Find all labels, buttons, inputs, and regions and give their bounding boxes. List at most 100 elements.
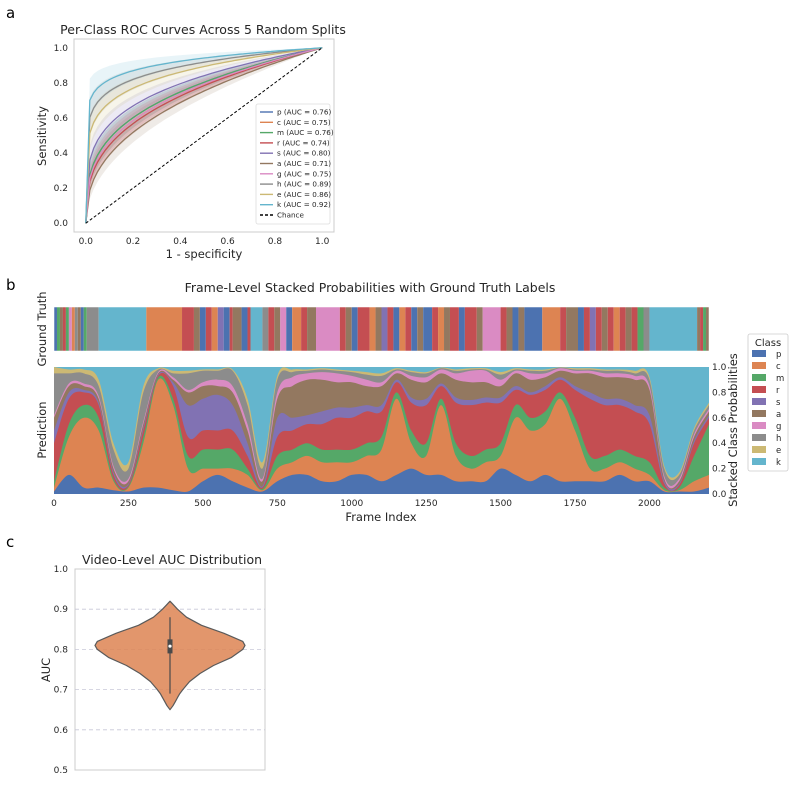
ground-truth-segment	[211, 307, 218, 351]
roc-xtick-label: 0.8	[268, 237, 283, 247]
ground-truth-segment	[262, 307, 269, 351]
stacked-xtick-label: 0	[51, 499, 57, 509]
class-legend-swatch	[752, 362, 766, 369]
ground-truth-segment	[71, 307, 75, 351]
ground-truth-segment	[417, 307, 424, 351]
stacked-title: Frame-Level Stacked Probabilities with G…	[185, 280, 556, 295]
roc-legend-label: c (AUC = 0.75)	[277, 118, 331, 127]
panel-letter-a: a	[6, 4, 15, 22]
roc-line-k	[85, 47, 323, 224]
roc-legend-label: k (AUC = 0.92)	[277, 200, 331, 209]
roc-y-ticks: 0.0 0.2 0.4 0.6 0.8 1.0	[54, 44, 69, 229]
roc-ytick-label: 0.0	[54, 219, 69, 229]
ground-truth-segment	[482, 307, 501, 351]
panel-letter-b: b	[6, 276, 16, 294]
roc-legend-label: p (AUC = 0.76)	[277, 108, 331, 117]
roc-xtick-label: 0.4	[173, 237, 188, 247]
roc-xtick-label: 0.0	[79, 237, 94, 247]
roc-legend-label: m (AUC = 0.76)	[277, 128, 334, 137]
roc-ytick-label: 0.8	[54, 79, 69, 89]
ground-truth-segment	[301, 307, 308, 351]
ground-truth-segment	[399, 307, 406, 351]
violin-ytick-label: 0.7	[54, 686, 68, 696]
ground-truth-segment	[250, 307, 263, 351]
roc-legend-label: g (AUC = 0.75)	[277, 169, 331, 178]
ground-truth-segment	[65, 307, 69, 351]
ground-truth-segment	[241, 307, 248, 351]
ground-truth-segment	[601, 307, 608, 351]
violin-y-ticks: 0.5 0.6 0.7 0.8 0.9 1.0	[54, 565, 69, 776]
ground-truth-segment	[411, 307, 418, 351]
violin-median-dot	[168, 644, 172, 648]
violin-plot-frame	[74, 568, 266, 771]
roc-line-g	[85, 47, 323, 224]
roc-xtick-label: 0.2	[126, 237, 140, 247]
class-legend-label: k	[776, 458, 781, 468]
roc-x-label: 1 - specificity	[166, 247, 243, 261]
ground-truth-segment	[560, 307, 567, 351]
class-legend-label: s	[776, 398, 781, 408]
ground-truth-segment	[643, 307, 650, 351]
roc-band-s	[85, 47, 323, 224]
ground-truth-segment	[292, 307, 302, 351]
roc-ytick-label: 0.6	[54, 114, 69, 124]
stacked-y-ticks: 0.0 0.2 0.4 0.6 0.8 1.0	[712, 363, 727, 500]
ground-truth-segment	[54, 307, 57, 351]
stacked-area-p	[54, 468, 709, 494]
ground-truth-segment	[423, 307, 433, 351]
stacked-chart: Frame-Level Stacked Probabilities with G…	[35, 280, 789, 524]
roc-ytick-label: 0.4	[54, 149, 69, 159]
roc-chance-line	[85, 47, 323, 224]
ground-truth-segment	[199, 307, 206, 351]
class-legend-label: c	[776, 362, 781, 372]
ground-truth-segment	[619, 307, 626, 351]
roc-legend-label: h (AUC = 0.89)	[277, 180, 331, 189]
ground-truth-segment	[357, 307, 370, 351]
stacked-xtick-label: 1750	[564, 499, 587, 509]
violin-body-group	[94, 600, 246, 711]
ground-truth-segment	[631, 307, 638, 351]
roc-line-a	[85, 47, 323, 224]
ground-truth-segment	[542, 307, 561, 351]
class-legend-swatch	[752, 350, 766, 357]
ground-truth-segment	[697, 307, 701, 351]
roc-legend-label: e (AUC = 0.86)	[277, 190, 331, 199]
stacked-xtick-label: 250	[120, 499, 137, 509]
ground-truth-segment	[449, 307, 459, 351]
class-legend-swatch	[752, 458, 766, 465]
stacked-xtick-label: 2000	[638, 499, 661, 509]
stacked-ytick-label: 0.2	[712, 465, 726, 475]
ground-truth-segment	[146, 307, 183, 351]
roc-xtick-label: 1.0	[315, 237, 330, 247]
class-legend-swatch	[752, 434, 766, 441]
ground-truth-segment	[512, 307, 519, 351]
ground-truth-segment	[193, 307, 200, 351]
stacked-ytick-label: 0.0	[712, 490, 727, 500]
ground-truth-segment	[274, 307, 281, 351]
ground-truth-segment	[98, 307, 147, 351]
ground-truth-segment	[438, 307, 445, 351]
ground-truth-segment	[444, 307, 450, 351]
ground-truth-segment	[458, 307, 465, 351]
ground-truth-segment	[476, 307, 483, 351]
stacked-right-label: Stacked Class Probabilities	[726, 353, 740, 507]
class-legend-label: m	[776, 374, 784, 384]
class-legend-swatch	[752, 386, 766, 393]
stacked-area-c	[54, 378, 709, 494]
class-legend-label: p	[776, 350, 781, 360]
ground-truth-segment	[625, 307, 632, 351]
class-legend-title: Class	[755, 338, 781, 349]
ground-truth-segment	[649, 307, 698, 351]
ground-truth-segment	[387, 307, 394, 351]
ground-truth-segment	[351, 307, 358, 351]
ground-truth-segment	[613, 307, 620, 351]
roc-band-a	[85, 47, 323, 224]
ground-truth-segment	[369, 307, 376, 351]
ground-truth-segment	[68, 307, 72, 351]
class-legend-label: a	[776, 410, 781, 420]
stacked-x-label: Frame Index	[345, 510, 416, 524]
ground-truth-segment	[706, 307, 709, 351]
class-legend-label: g	[776, 422, 781, 432]
